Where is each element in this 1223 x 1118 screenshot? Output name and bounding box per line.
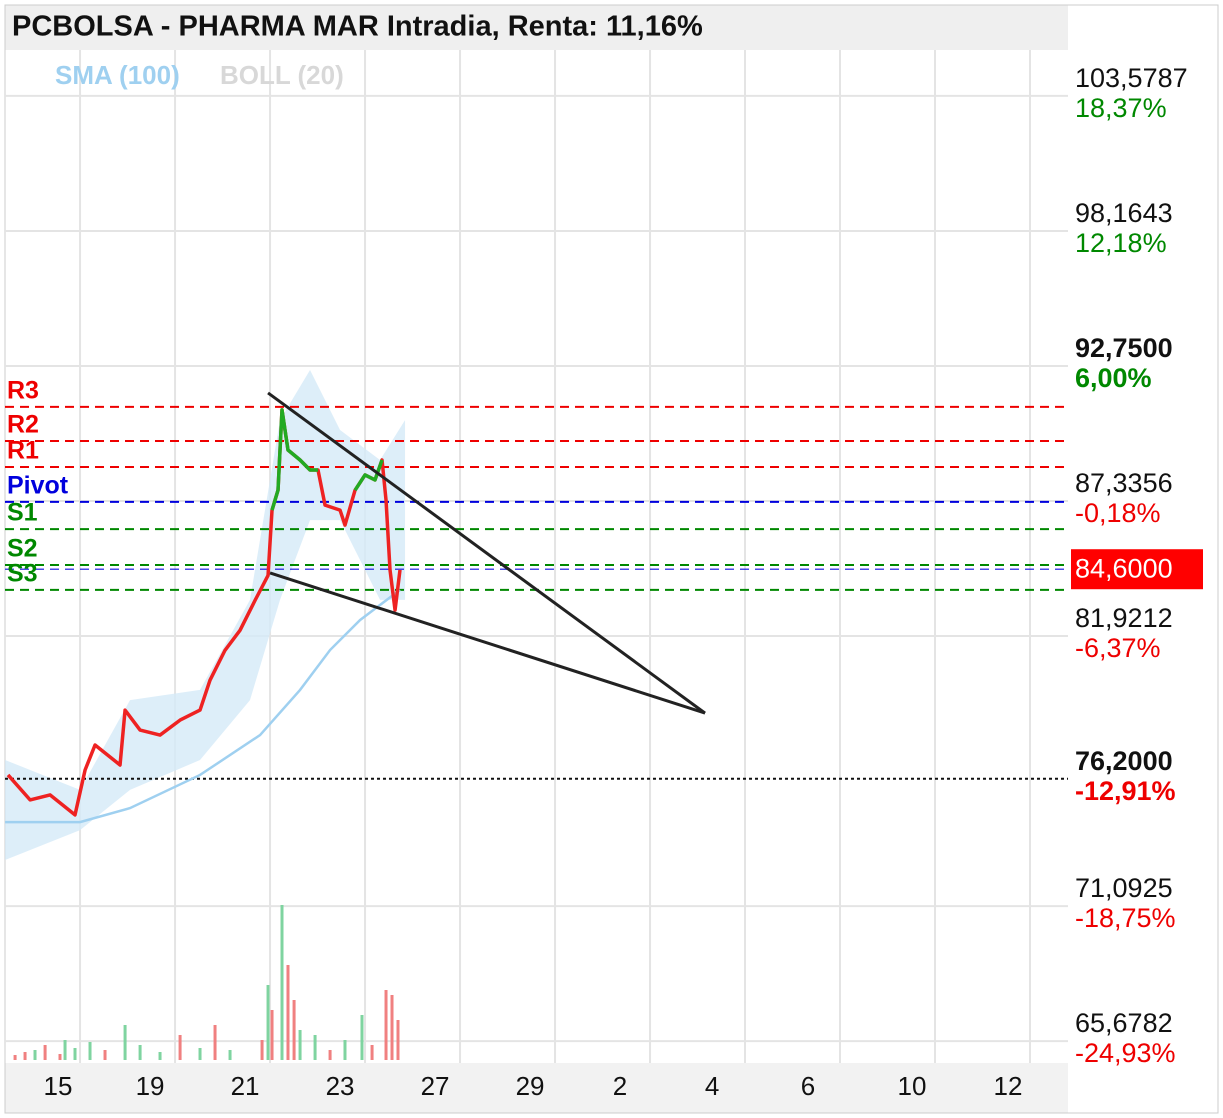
y-tick-label: 81,9212 bbox=[1075, 603, 1173, 633]
trend-line bbox=[267, 391, 706, 715]
x-tick-label: 27 bbox=[421, 1071, 450, 1101]
pivot-label: R1 bbox=[7, 437, 39, 465]
x-tick-label: 6 bbox=[801, 1071, 815, 1101]
volume-bar bbox=[280, 905, 284, 1060]
volume-bar bbox=[313, 1035, 317, 1060]
pivot-label: S3 bbox=[7, 560, 38, 588]
y-tick-change: -18,75% bbox=[1075, 903, 1176, 933]
volume-bar bbox=[213, 1025, 217, 1060]
y-tick-label: 98,1643 bbox=[1075, 198, 1173, 228]
volume-bar bbox=[396, 1020, 400, 1060]
x-tick-label: 10 bbox=[898, 1071, 927, 1101]
x-tick-label: 2 bbox=[613, 1071, 627, 1101]
x-tick-label: 15 bbox=[44, 1071, 73, 1101]
price-line bbox=[270, 408, 384, 511]
frame bbox=[4, 4, 1219, 1114]
volume-bar bbox=[63, 1040, 67, 1060]
x-tick-label: 23 bbox=[326, 1071, 355, 1101]
volume-bar bbox=[43, 1045, 47, 1060]
y-tick-label: 65,6782 bbox=[1075, 1008, 1173, 1038]
x-tick-label: 4 bbox=[705, 1071, 719, 1101]
volume-bar bbox=[370, 1045, 374, 1060]
pivot-label: Pivot bbox=[7, 471, 69, 499]
x-tick-label: 29 bbox=[516, 1071, 545, 1101]
volume-bar bbox=[298, 1030, 302, 1060]
plot bbox=[5, 369, 1068, 1060]
trend-line bbox=[269, 571, 706, 715]
y-tick-change: -0,18% bbox=[1075, 498, 1161, 528]
y-tick-change: -24,93% bbox=[1075, 1038, 1176, 1068]
volume-bar bbox=[103, 1050, 107, 1060]
pivot-label: R3 bbox=[7, 376, 39, 404]
y-tick-label: 71,0925 bbox=[1075, 873, 1173, 903]
y-tick-change: 6,00% bbox=[1075, 363, 1152, 393]
volume-bar bbox=[286, 965, 290, 1060]
x-tick-label: 12 bbox=[994, 1071, 1023, 1101]
pivot-label: S2 bbox=[7, 535, 38, 563]
volume-bar bbox=[343, 1040, 347, 1060]
volume-bar bbox=[228, 1050, 232, 1060]
volume-bar bbox=[292, 1000, 296, 1060]
chart-title: PCBOLSA - PHARMA MAR Intradia, Renta: 11… bbox=[12, 11, 703, 43]
volume-bar bbox=[270, 1010, 274, 1060]
last-price-box bbox=[1071, 549, 1203, 590]
volume-bar bbox=[23, 1052, 27, 1060]
reference-change: -12,91% bbox=[1075, 776, 1176, 806]
legend-boll: BOLL (20) bbox=[220, 60, 344, 90]
x-tick-label: 19 bbox=[136, 1071, 165, 1101]
title-bar bbox=[5, 5, 1068, 50]
volume-bar bbox=[13, 1055, 17, 1060]
volume-bar bbox=[198, 1048, 202, 1060]
x-axis-bar bbox=[5, 1063, 1068, 1113]
y-tick-change: 18,37% bbox=[1075, 93, 1167, 123]
volume-bar bbox=[260, 1040, 264, 1060]
y-tick-change: -6,37% bbox=[1075, 633, 1161, 663]
y-tick-label: 103,5787 bbox=[1075, 63, 1188, 93]
pivot-label: R2 bbox=[7, 411, 39, 439]
volume-bar bbox=[88, 1042, 92, 1060]
volume-bar bbox=[266, 985, 270, 1060]
volume-bar bbox=[58, 1054, 62, 1060]
y-tick-change: 12,18% bbox=[1075, 228, 1167, 258]
y-tick-label: 87,3356 bbox=[1075, 468, 1173, 498]
volume-bar bbox=[178, 1035, 182, 1060]
pivot-label: S1 bbox=[7, 499, 38, 527]
volume-bar bbox=[73, 1048, 77, 1060]
volume-bar bbox=[138, 1045, 142, 1060]
volume-bar bbox=[390, 995, 394, 1060]
volume-bar bbox=[360, 1015, 364, 1060]
y-tick-label: 92,7500 bbox=[1075, 333, 1173, 363]
volume-bar bbox=[123, 1025, 127, 1060]
sma-line bbox=[5, 588, 401, 824]
legend-sma: SMA (100) bbox=[55, 60, 180, 90]
volume-bar bbox=[328, 1050, 332, 1060]
bollinger-band bbox=[5, 369, 406, 861]
reference-label: 76,2000 bbox=[1075, 746, 1173, 776]
volume-bar bbox=[158, 1052, 162, 1060]
last-price-label: 84,6000 bbox=[1075, 553, 1173, 583]
x-tick-label: 21 bbox=[231, 1071, 260, 1101]
volume-bar bbox=[384, 990, 388, 1060]
volume-bar bbox=[33, 1050, 37, 1060]
